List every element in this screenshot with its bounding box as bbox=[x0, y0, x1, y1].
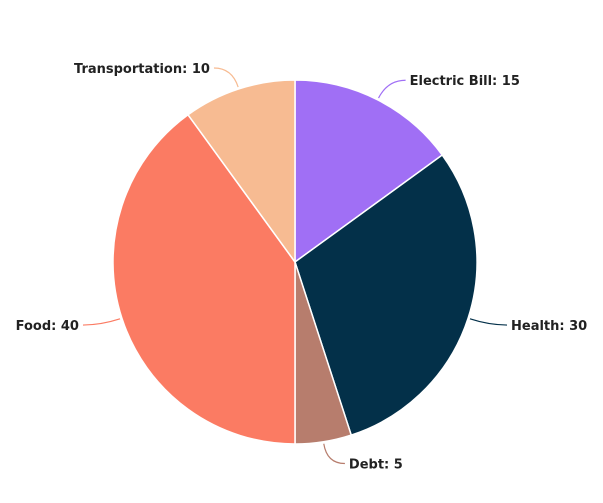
pie-slice-food bbox=[112, 113, 296, 445]
slice-label-electric-bill: Electric Bill: 15 bbox=[410, 74, 520, 89]
slice-label-food: Food: 40 bbox=[16, 319, 79, 334]
pie-slice-transportation bbox=[186, 79, 296, 265]
leader-line-electric-bill bbox=[377, 79, 406, 99]
leader-line-food bbox=[82, 318, 121, 326]
pie-slice-electric-bill bbox=[294, 79, 444, 264]
pie-leader-lines bbox=[82, 67, 508, 465]
leader-line-transportation bbox=[213, 67, 239, 88]
pie-slice-health bbox=[294, 153, 478, 437]
pie-labels: Electric Bill: 15 Health: 30 Debt: 5 Food: … bbox=[16, 62, 588, 473]
leader-line-debt bbox=[323, 443, 345, 465]
slice-label-debt: Debt: 5 bbox=[349, 457, 403, 472]
slice-label-health: Health: 30 bbox=[511, 319, 587, 334]
leader-line-health bbox=[469, 318, 508, 326]
pie-slices bbox=[112, 79, 478, 445]
slice-label-transportation: Transportation: 10 bbox=[74, 62, 210, 77]
